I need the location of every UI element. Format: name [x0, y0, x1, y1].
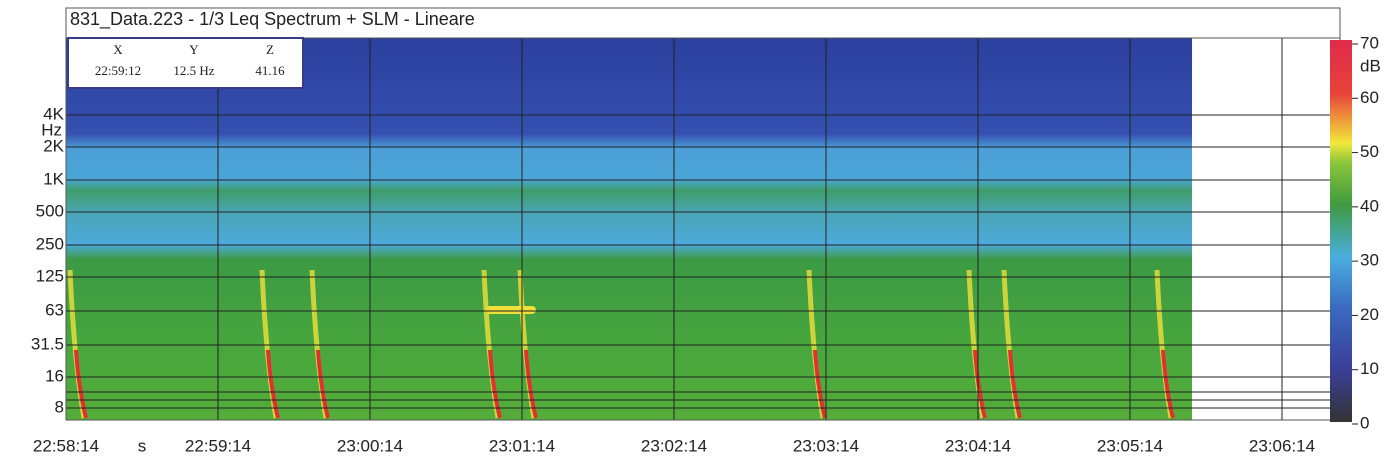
colorbar-label: 70 — [1360, 33, 1379, 52]
streak — [524, 349, 538, 419]
cursor-value: 41.16 — [255, 63, 285, 78]
y-tick-label: 16 — [45, 366, 64, 385]
y-tick-label: 1K — [43, 169, 64, 188]
cursor-value: 12.5 Hz — [173, 63, 214, 78]
x-tick-label: 22:58:14 — [33, 436, 99, 455]
cursor-label: Y — [189, 42, 199, 57]
hotspot — [486, 306, 536, 314]
colorbar-label: 10 — [1360, 359, 1379, 378]
y-tick-label: 250 — [36, 234, 64, 253]
title: 831_Data.223 - 1/3 Leq Spectrum + SLM - … — [70, 9, 475, 30]
colorbar-label: 40 — [1360, 196, 1379, 215]
spectrogram — [66, 38, 1192, 420]
y-unit: Hz — [41, 120, 62, 139]
streak — [1161, 349, 1175, 419]
x-tick-label: 23:06:14 — [1249, 436, 1315, 455]
streak — [74, 349, 88, 419]
x-tick-label: 23:01:14 — [489, 436, 555, 455]
y-tick-label: 125 — [36, 266, 64, 285]
streak — [266, 349, 280, 419]
streak — [1008, 349, 1022, 419]
streak — [488, 349, 502, 419]
y-tick-label: 63 — [45, 300, 64, 319]
streak — [316, 349, 330, 419]
colorbar-label: 60 — [1360, 88, 1379, 107]
streak — [973, 349, 987, 419]
x-tick-label: 23:02:14 — [641, 436, 707, 455]
cursor-value: 22:59:12 — [95, 63, 141, 78]
y-tick-label: 8 — [55, 397, 64, 416]
title-bar — [65, 7, 1341, 39]
y-tick-label: 4K — [43, 104, 64, 123]
x-tick-label: 23:05:14 — [1097, 436, 1163, 455]
colorbar-label: 20 — [1360, 305, 1379, 324]
x-tick-label: 22:59:14 — [185, 436, 251, 455]
streak — [813, 349, 827, 419]
colorbar-label: 0 — [1360, 413, 1369, 432]
x-tick-label: 23:04:14 — [945, 436, 1011, 455]
cursor-box — [67, 37, 304, 89]
colorbar — [1330, 40, 1352, 422]
streaks — [67, 269, 1175, 419]
x-unit: s — [138, 436, 147, 455]
cursor-label: X — [113, 42, 123, 57]
colorbar-label: 50 — [1360, 142, 1379, 161]
x-tick-label: 23:00:14 — [337, 436, 403, 455]
colorbar-unit: dB — [1360, 56, 1381, 75]
cursor-label: Z — [266, 42, 274, 57]
x-tick-label: 23:03:14 — [793, 436, 859, 455]
colorbar-label: 30 — [1360, 251, 1379, 270]
y-tick-label: 2K — [43, 136, 64, 155]
y-tick-label: 31.5 — [31, 334, 64, 353]
y-tick-label: 500 — [36, 201, 64, 220]
